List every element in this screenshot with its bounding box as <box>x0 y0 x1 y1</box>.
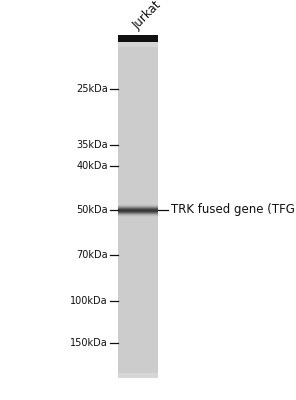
Text: 50kDa: 50kDa <box>76 205 108 215</box>
Bar <box>118 35 158 42</box>
Text: 40kDa: 40kDa <box>76 161 108 171</box>
Text: 70kDa: 70kDa <box>76 250 108 260</box>
Text: 25kDa: 25kDa <box>76 84 108 94</box>
Text: 35kDa: 35kDa <box>76 140 108 150</box>
Text: TRK fused gene (TFG): TRK fused gene (TFG) <box>171 204 296 216</box>
Text: 150kDa: 150kDa <box>70 338 108 348</box>
Text: Jurkat: Jurkat <box>131 0 164 32</box>
Text: 100kDa: 100kDa <box>70 296 108 306</box>
